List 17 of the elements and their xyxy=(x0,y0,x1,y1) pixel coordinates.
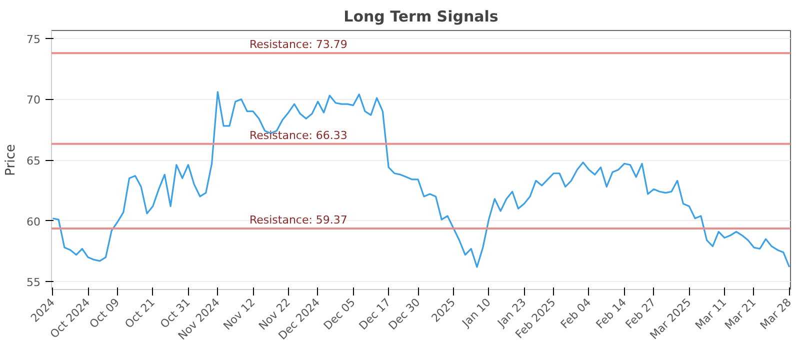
line-series xyxy=(52,91,790,268)
y-tick-label: 55 xyxy=(26,276,41,290)
y-tick-label: 60 xyxy=(26,215,41,228)
ref-line-label: Resistance: 73.79 xyxy=(249,38,348,52)
y-tick-label: 75 xyxy=(26,32,41,46)
x-tick-label: Nov 12 xyxy=(220,296,258,333)
x-tick-label: Jan 10 xyxy=(459,296,494,330)
ref-line-label: Resistance: 59.37 xyxy=(249,213,348,226)
y-tick-label: 70 xyxy=(26,94,41,107)
x-tick-label: Dec 05 xyxy=(321,296,358,333)
y-tick-label: 65 xyxy=(26,154,41,168)
x-tick-label: Oct 21 xyxy=(122,296,158,331)
x-tick-label: Mar 28 xyxy=(758,296,794,332)
x-tick-label: Feb 04 xyxy=(558,296,594,332)
y-axis-title: Price xyxy=(4,144,19,176)
ref-line-label: Resistance: 66.33 xyxy=(249,128,348,142)
chart-title: Long Term Signals xyxy=(344,8,498,26)
